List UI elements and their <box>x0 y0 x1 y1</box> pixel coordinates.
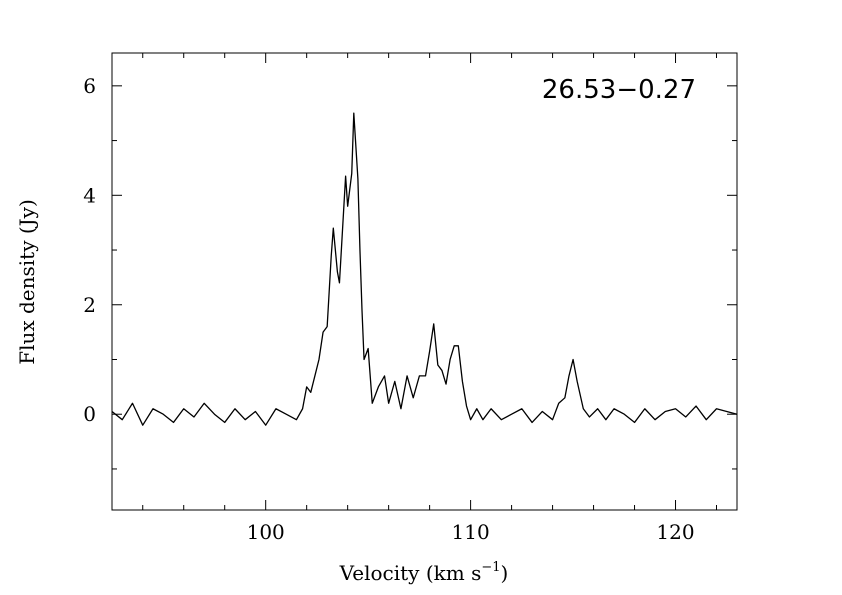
y-tick-label: 0 <box>83 402 96 426</box>
y-tick-label: 6 <box>83 74 96 98</box>
x-tick-label: 120 <box>656 520 694 544</box>
x-tick-label: 110 <box>452 520 490 544</box>
y-tick-label: 2 <box>83 293 96 317</box>
y-axis-title: Flux density (Jy) <box>15 199 39 365</box>
y-tick-label: 4 <box>83 183 96 207</box>
axis-ticks <box>112 53 737 510</box>
plot-frame <box>111 52 738 511</box>
x-axis-title-main: Velocity (km s <box>339 561 482 585</box>
series-line <box>111 112 738 426</box>
x-axis-title: Velocity (km s−1) <box>339 560 509 585</box>
tick-labels: 100 110 120 0 2 4 6 <box>83 74 694 544</box>
x-axis-title-superscript: −1 <box>481 560 500 575</box>
x-tick-label: 100 <box>247 520 285 544</box>
x-axis-title-close: ) <box>501 561 509 585</box>
source-annotation: 26.53−0.27 <box>542 75 696 105</box>
